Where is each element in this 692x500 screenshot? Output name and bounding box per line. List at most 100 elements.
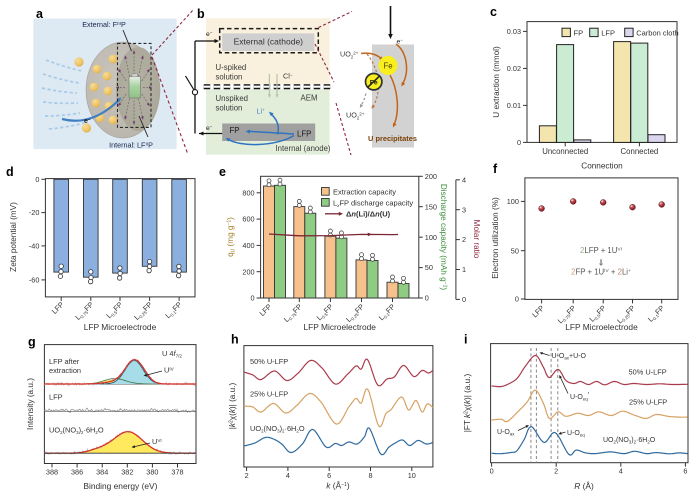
- svg-text:382: 382: [121, 468, 133, 477]
- svg-text:25% U-LFP: 25% U-LFP: [629, 398, 667, 407]
- svg-text:150: 150: [425, 202, 437, 211]
- svg-text:0: 0: [517, 138, 521, 147]
- svg-text:Fe: Fe: [370, 80, 378, 87]
- svg-text:Internal (anode): Internal (anode): [275, 144, 330, 153]
- svg-text:LFP Microelectrode: LFP Microelectrode: [565, 322, 638, 332]
- svg-text:50% U-LFP: 50% U-LFP: [629, 368, 667, 377]
- svg-text:0: 0: [490, 467, 494, 476]
- svg-text:2: 2: [462, 235, 466, 244]
- svg-text:Molar ratio: Molar ratio: [472, 220, 481, 259]
- svg-text:g: g: [28, 335, 36, 349]
- svg-text:384: 384: [96, 468, 108, 477]
- svg-text:k (Å−1): k (Å−1): [326, 481, 350, 491]
- svg-text:c: c: [490, 5, 497, 19]
- svg-text:Δn(Li)/Δn(U): Δn(Li)/Δn(U): [346, 210, 391, 219]
- svg-text:Discharge capacity (mAh g−1): Discharge capacity (mAh g−1): [439, 184, 448, 291]
- svg-text:LFP: LFP: [49, 393, 63, 402]
- svg-text:UO2(NO3)2·6H2O: UO2(NO3)2·6H2O: [250, 424, 305, 434]
- svg-text:388: 388: [46, 468, 58, 477]
- svg-text:LFP: LFP: [601, 28, 615, 37]
- svg-text:qU (mg g−1): qU (mg g−1): [226, 217, 237, 257]
- svg-text:solution: solution: [216, 73, 243, 82]
- svg-text:1: 1: [462, 265, 466, 274]
- svg-text:6: 6: [327, 471, 331, 480]
- svg-text:UO22+: UO22+: [346, 111, 365, 121]
- svg-text:0: 0: [515, 295, 519, 304]
- svg-text:100: 100: [425, 233, 437, 242]
- svg-text:50: 50: [425, 263, 433, 272]
- svg-text:Zeta potential (mV): Zeta potential (mV): [9, 202, 18, 272]
- svg-text:Connection: Connection: [581, 162, 623, 171]
- svg-text:extraction: extraction: [49, 366, 81, 375]
- svg-text:8: 8: [368, 471, 372, 480]
- svg-text:-20: -20: [29, 208, 40, 217]
- svg-text:External (cathode): External (cathode): [234, 37, 304, 47]
- svg-text:U precipitates: U precipitates: [368, 134, 417, 143]
- svg-text:10: 10: [408, 471, 416, 480]
- svg-text:4: 4: [286, 471, 290, 480]
- svg-text:UVI: UVI: [152, 437, 162, 446]
- svg-text:e: e: [219, 165, 226, 179]
- svg-text:e−: e−: [397, 38, 404, 46]
- svg-text:FP: FP: [574, 28, 584, 37]
- svg-text:Internal: LFIIP: Internal: LFIIP: [109, 141, 153, 150]
- svg-text:0: 0: [251, 294, 255, 303]
- svg-text:50: 50: [511, 246, 519, 255]
- svg-text:UO22+: UO22+: [340, 50, 359, 60]
- svg-text:UIV: UIV: [164, 366, 175, 375]
- svg-text:2FP + 1UIV + 2Li+: 2FP + 1UIV + 2Li+: [571, 268, 631, 277]
- svg-text:UO2(NO3)2·6H2O: UO2(NO3)2·6H2O: [49, 426, 104, 436]
- svg-text:386: 386: [71, 468, 83, 477]
- svg-text:LFP Microelectrode: LFP Microelectrode: [303, 322, 376, 332]
- svg-text:Carbon cloth: Carbon cloth: [636, 28, 679, 37]
- svg-text:d: d: [6, 165, 14, 179]
- svg-text:2: 2: [245, 471, 249, 480]
- svg-text:Connected: Connected: [621, 147, 659, 156]
- svg-text:U-Oeq′: U-Oeq′: [570, 392, 590, 402]
- svg-text:External: FIIIP: External: FIIIP: [82, 20, 126, 29]
- svg-text:3: 3: [462, 205, 466, 214]
- svg-text:0.01: 0.01: [507, 101, 521, 110]
- svg-text:Unconnected: Unconnected: [542, 147, 588, 156]
- svg-text:|k2χ(k)| (a.u.): |k2χ(k)| (a.u.): [228, 383, 237, 430]
- svg-text:U-Oeq: U-Oeq: [567, 430, 585, 438]
- svg-text:i: i: [464, 333, 467, 347]
- svg-text:FP: FP: [230, 126, 240, 135]
- svg-text:0: 0: [462, 295, 466, 304]
- svg-text:b: b: [197, 7, 205, 21]
- svg-text:4: 4: [462, 175, 466, 184]
- svg-text:solution: solution: [216, 104, 243, 113]
- svg-text:AEM: AEM: [301, 94, 318, 103]
- svg-text:6: 6: [683, 467, 687, 476]
- svg-text:e−: e−: [206, 124, 213, 132]
- svg-text:U-spiked: U-spiked: [216, 63, 247, 72]
- svg-text:800: 800: [242, 188, 254, 197]
- svg-text:Unspiked: Unspiked: [216, 94, 249, 103]
- svg-text:U 4f7/2: U 4f7/2: [162, 349, 182, 359]
- svg-text:2LFP + 1UVI: 2LFP + 1UVI: [580, 246, 622, 255]
- svg-text:LFP after: LFP after: [49, 357, 80, 366]
- svg-text:h: h: [231, 333, 239, 347]
- svg-text:Li+: Li+: [257, 107, 266, 116]
- svg-text:Cl−: Cl−: [283, 72, 293, 81]
- svg-text:Extraction capacity: Extraction capacity: [333, 187, 396, 196]
- svg-text:LFP Microelectrode: LFP Microelectrode: [84, 322, 157, 332]
- svg-text:0.03: 0.03: [507, 27, 521, 36]
- svg-text:Electron utilization (%): Electron utilization (%): [491, 197, 500, 279]
- svg-text:0: 0: [425, 294, 429, 303]
- svg-text:2: 2: [554, 467, 558, 476]
- svg-text:378: 378: [171, 468, 183, 477]
- svg-text:R (Å): R (Å): [574, 481, 594, 491]
- svg-text:600: 600: [242, 215, 254, 224]
- svg-text:50% U-LFP: 50% U-LFP: [250, 357, 288, 366]
- svg-text:380: 380: [146, 468, 158, 477]
- svg-text:f: f: [493, 162, 498, 176]
- svg-text:-40: -40: [29, 242, 40, 251]
- svg-text:|FT k2χ(k)| (a.u.): |FT k2χ(k)| (a.u.): [463, 373, 472, 432]
- svg-text:200: 200: [242, 267, 254, 276]
- svg-text:100: 100: [507, 197, 519, 206]
- svg-text:Binding energy (eV): Binding energy (eV): [83, 481, 157, 491]
- svg-text:LxFP discharge capacity: LxFP discharge capacity: [333, 198, 413, 208]
- svg-text:200: 200: [425, 172, 437, 181]
- svg-text:0: 0: [35, 175, 39, 184]
